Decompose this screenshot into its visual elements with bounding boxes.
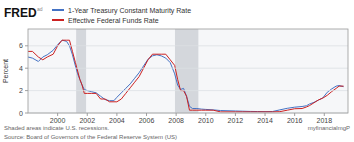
x-tick <box>87 113 88 116</box>
x-tick-label: 2014 <box>257 117 273 124</box>
y-tick-label: 4 <box>19 65 23 72</box>
x-tick <box>116 113 117 116</box>
recession-band <box>175 29 198 113</box>
footer-note: Shaded areas indicate U.S. recessions. <box>4 125 109 131</box>
grid-line <box>28 45 348 46</box>
legend-swatch <box>52 9 64 11</box>
x-tick-label: 2016 <box>287 117 303 124</box>
series-line <box>28 40 344 111</box>
plot-frame <box>28 29 348 113</box>
x-tick-label: 2012 <box>228 117 244 124</box>
chart: 0 2 4 6 2000 2002 2004 2006 2008 2010 2012 2014 2016… <box>0 0 354 142</box>
x-tick-label: 2006 <box>139 117 155 124</box>
legend-entry: Effective Federal Funds Rate <box>68 17 159 24</box>
footer-source: Source: Board of Governors of the Federa… <box>4 134 177 140</box>
logo-text: FRED <box>4 6 37 20</box>
y-tick-label: 0 <box>19 110 23 117</box>
y-axis-label: Percent <box>2 59 9 83</box>
y-tick <box>25 90 28 91</box>
x-tick-label: 2010 <box>198 117 214 124</box>
y-tick <box>25 68 28 69</box>
legend-swatch <box>52 19 64 21</box>
x-tick-label: 2018 <box>317 117 333 124</box>
y-tick-label: 2 <box>19 87 23 94</box>
x-tick <box>235 113 236 116</box>
x-tick-label: 2000 <box>50 117 66 124</box>
x-tick-label: 2002 <box>79 117 95 124</box>
grid-line <box>28 68 348 69</box>
plot-area <box>28 29 344 113</box>
legend-entry: 1-Year Treasury Constant Maturity Rate <box>68 7 191 15</box>
x-tick <box>205 113 206 116</box>
plot-background <box>28 29 348 113</box>
x-tick <box>324 113 325 116</box>
x-tick-label: 2008 <box>168 117 184 124</box>
x-tick <box>265 113 266 116</box>
x-tick <box>294 113 295 116</box>
footer-note: myfinancialmgP <box>308 125 350 131</box>
x-tick <box>146 113 147 116</box>
grid-line <box>28 90 348 91</box>
x-tick-label: 2004 <box>109 117 125 124</box>
y-tick <box>25 113 28 114</box>
series-line <box>28 40 344 112</box>
annotation: ad <box>37 6 43 12</box>
x-tick <box>176 113 177 116</box>
y-tick-label: 6 <box>19 42 23 49</box>
y-tick <box>25 45 28 46</box>
x-tick <box>57 113 58 116</box>
